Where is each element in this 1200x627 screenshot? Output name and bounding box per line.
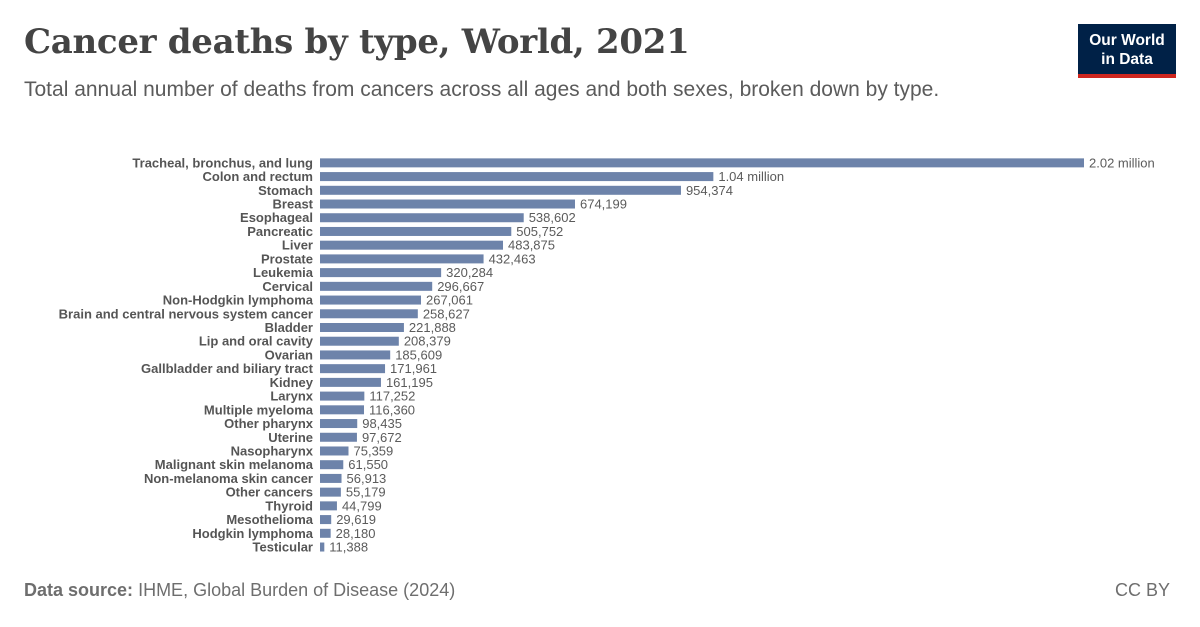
bar[interactable]	[320, 158, 1084, 168]
bar[interactable]	[320, 432, 357, 442]
category-label: Liver	[282, 238, 313, 253]
bar[interactable]	[320, 199, 575, 209]
category-label: Leukemia	[253, 265, 314, 280]
category-label: Bladder	[265, 320, 313, 335]
bar[interactable]	[320, 473, 342, 483]
bar[interactable]	[320, 377, 381, 387]
value-label: 61,550	[348, 457, 388, 472]
bar[interactable]	[320, 295, 422, 305]
category-label: Kidney	[270, 375, 314, 390]
category-label: Brain and central nervous system cancer	[59, 306, 313, 321]
category-label: Prostate	[261, 251, 313, 266]
category-label: Testicular	[253, 540, 313, 555]
category-label: Nasopharynx	[231, 443, 314, 458]
value-label: 171,961	[390, 361, 437, 376]
bar[interactable]	[320, 419, 358, 429]
value-label: 267,061	[426, 293, 473, 308]
category-label: Thyroid	[265, 498, 313, 513]
category-label: Uterine	[268, 430, 313, 445]
value-label: 258,627	[423, 306, 470, 321]
logo-line-1: Our World	[1089, 32, 1165, 49]
data-source-label: Data source:	[24, 580, 134, 600]
value-label: 185,609	[395, 347, 442, 362]
value-label: 221,888	[409, 320, 456, 335]
category-label: Stomach	[258, 183, 313, 198]
value-label: 296,667	[437, 279, 484, 294]
bar[interactable]	[320, 172, 714, 182]
category-label: Cervical	[262, 279, 313, 294]
bar[interactable]	[320, 336, 399, 346]
category-label: Other pharynx	[224, 416, 314, 431]
value-label: 483,875	[508, 238, 555, 253]
bar[interactable]	[320, 185, 681, 195]
value-label: 55,179	[346, 485, 386, 500]
value-label: 1.04 million	[718, 169, 784, 184]
category-label: Multiple myeloma	[204, 402, 314, 417]
value-label: 29,619	[336, 512, 376, 527]
bar[interactable]	[320, 350, 391, 360]
bar[interactable]	[320, 501, 337, 511]
category-label: Non-Hodgkin lymphoma	[163, 293, 314, 308]
category-label: Lip and oral cavity	[199, 334, 314, 349]
logo-line-2: in Data	[1101, 51, 1153, 68]
bar[interactable]	[320, 364, 386, 374]
category-label: Breast	[273, 197, 314, 212]
value-label: 432,463	[489, 251, 536, 266]
category-label: Ovarian	[265, 347, 313, 362]
data-source: Data source: IHME, Global Burden of Dise…	[24, 580, 455, 601]
category-label: Pancreatic	[247, 224, 313, 239]
value-label: 2.02 million	[1089, 155, 1155, 170]
value-label: 116,360	[369, 402, 415, 417]
chart-subtitle: Total annual number of deaths from cance…	[24, 78, 940, 101]
bar[interactable]	[320, 487, 341, 497]
category-label: Malignant skin melanoma	[155, 457, 314, 472]
value-label: 98,435	[362, 416, 402, 431]
owid-logo[interactable]: Our World in Data	[1078, 24, 1176, 78]
bar[interactable]	[320, 391, 365, 401]
category-label: Hodgkin lymphoma	[192, 526, 313, 541]
value-label: 75,359	[354, 443, 394, 458]
license[interactable]: CC BY	[1114, 580, 1170, 600]
value-label: 538,602	[529, 210, 576, 225]
value-label: 44,799	[342, 498, 382, 513]
category-label: Tracheal, bronchus, and lung	[132, 155, 313, 170]
value-label: 674,199	[580, 197, 627, 212]
value-label: 28,180	[336, 526, 376, 541]
category-label: Esophageal	[240, 210, 313, 225]
bar[interactable]	[320, 446, 349, 456]
bar[interactable]	[320, 515, 332, 525]
bar[interactable]	[320, 405, 365, 415]
bar-chart: Tracheal, bronchus, and lung 2.02 million…	[59, 155, 1155, 555]
value-label: 117,252	[369, 389, 415, 404]
value-label: 208,379	[404, 334, 451, 349]
bar[interactable]	[320, 460, 344, 470]
bar[interactable]	[320, 309, 418, 319]
value-label: 954,374	[686, 183, 733, 198]
bar[interactable]	[320, 542, 325, 552]
value-label: 161,195	[386, 375, 433, 390]
chart-title: Cancer deaths by type, World, 2021	[24, 22, 690, 62]
bar[interactable]	[320, 528, 331, 538]
bar[interactable]	[320, 213, 524, 223]
value-label: 56,913	[347, 471, 387, 486]
category-label: Other cancers	[226, 485, 313, 500]
bar[interactable]	[320, 226, 512, 236]
category-label: Larynx	[270, 389, 313, 404]
value-label: 97,672	[362, 430, 402, 445]
bar[interactable]	[320, 268, 442, 278]
bar[interactable]	[320, 281, 433, 291]
category-label: Gallbladder and biliary tract	[141, 361, 314, 376]
category-label: Mesothelioma	[226, 512, 313, 527]
category-label: Non-melanoma skin cancer	[144, 471, 313, 486]
bar[interactable]	[320, 323, 404, 332]
category-label: Colon and rectum	[202, 169, 313, 184]
value-label: 11,388	[329, 540, 368, 555]
bar[interactable]	[320, 240, 504, 250]
value-label: 320,284	[446, 265, 493, 280]
value-label: 505,752	[516, 224, 563, 239]
bar[interactable]	[320, 254, 484, 264]
data-source-text[interactable]: IHME, Global Burden of Disease (2024)	[138, 580, 456, 600]
